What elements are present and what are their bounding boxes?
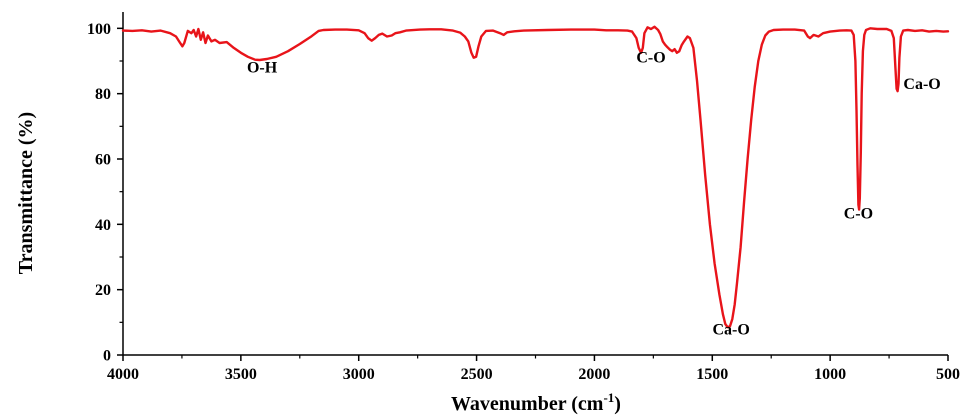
x-axis-title-close: ) <box>614 393 621 415</box>
x-axis-title-sup: -1 <box>603 390 614 405</box>
series-layer <box>121 25 950 329</box>
axes: 4000 3500 3000 2500 2000 1500 1000 500 0 20 40 60 80… <box>87 12 960 383</box>
transmittance-series-line <box>121 25 950 329</box>
y-tick-label: 40 <box>95 217 111 234</box>
y-axis-title: Transmittance (%) <box>15 112 37 274</box>
peak-annotation: Ca-O <box>712 321 749 338</box>
x-tick-label: 4000 <box>107 366 139 383</box>
x-axis-title: Wavenumber (cm-1) <box>451 390 621 415</box>
x-tick-label: 3500 <box>225 366 257 383</box>
y-tick-label: 20 <box>95 282 111 299</box>
peak-annotation: Ca-O <box>903 76 940 93</box>
x-tick-label: 1000 <box>814 366 846 383</box>
x-tick-label: 2000 <box>578 366 610 383</box>
y-tick-label: 0 <box>103 348 111 365</box>
y-tick-label: 100 <box>87 21 111 38</box>
annotations: O-H C-O Ca-O C-O Ca-O <box>247 50 941 339</box>
x-tick-label: 500 <box>936 366 960 383</box>
y-tick-label: 80 <box>95 86 111 103</box>
x-tick-label: 2500 <box>461 366 493 383</box>
peak-annotation: C-O <box>844 205 873 222</box>
x-tick-label: 1500 <box>696 366 728 383</box>
peak-annotation: C-O <box>636 50 665 67</box>
peak-annotation: O-H <box>247 59 278 76</box>
x-axis-title-main: Wavenumber (cm <box>451 393 604 415</box>
x-tick-label: 3000 <box>343 366 375 383</box>
y-tick-label: 60 <box>95 152 111 169</box>
